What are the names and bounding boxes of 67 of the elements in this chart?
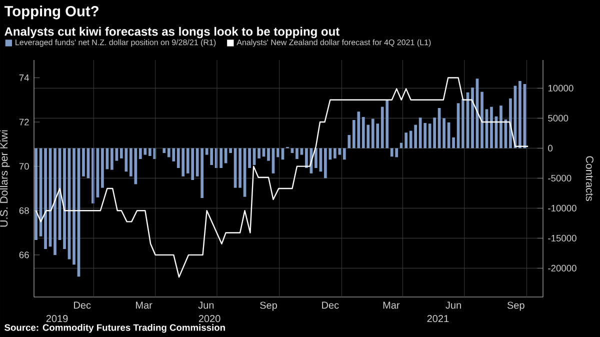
bar [54, 148, 56, 255]
line-series [35, 77, 529, 278]
bar [258, 148, 260, 158]
source-note: Source: Commodity Futures Trading Commission [4, 324, 225, 333]
bar [162, 148, 166, 153]
chart-subtitle: Analysts cut kiwi forecasts as longs look to be topping out [4, 26, 340, 38]
bar [404, 132, 408, 148]
legend-label: Analysts' New Zealand dollar forecast for 4Q 2021 (L1) [236, 39, 431, 47]
x-tick-label: Mar [136, 302, 152, 309]
bar [110, 148, 114, 170]
bar [63, 148, 66, 249]
bar [238, 148, 242, 188]
y2-axis-title: Contracts [586, 156, 594, 201]
bar [518, 81, 522, 148]
x-tick-label: Dec [74, 302, 91, 309]
x-tick-label: Mar [383, 302, 400, 309]
x-tick-label: Sep [507, 302, 524, 311]
x-tick-label: Dec [322, 302, 339, 309]
bar [72, 148, 76, 265]
bar [342, 148, 346, 160]
legend-label: Leveraged funds' net N.Z. dollar position on 9/28/21 (R1) [16, 39, 216, 47]
x-tick-label: Jun [198, 302, 214, 309]
bar [101, 148, 104, 188]
bar [509, 98, 512, 148]
bar [248, 148, 251, 168]
y2-tick-label: 5000 [548, 114, 568, 122]
bar [314, 148, 318, 168]
bar [348, 135, 351, 148]
chart-title: Topping Out? [4, 6, 98, 20]
bar [82, 148, 85, 176]
bar [300, 148, 304, 155]
bar [296, 148, 298, 160]
y-tick-label: 70 [19, 163, 29, 170]
y-tick-label: 66 [19, 252, 29, 258]
bar [471, 88, 474, 148]
bar [290, 148, 294, 153]
y-tick-label: 74 [19, 74, 30, 81]
bar [424, 123, 426, 148]
x2-tick-label: 2021 [427, 315, 449, 322]
bar [305, 148, 308, 168]
y2-tick-label: -15000 [548, 234, 576, 242]
x-tick-label: Jun [446, 302, 461, 309]
y-axis-title: U.S. Dollars per Kiwi [0, 130, 10, 227]
bar [324, 148, 327, 178]
bar [452, 137, 455, 148]
y2-tick-label: 10000 [548, 84, 574, 92]
y2-tick-label: -20000 [548, 264, 576, 272]
bar [433, 118, 436, 148]
y-tick-label: 68 [19, 207, 29, 214]
x2-tick-label: 2020 [198, 315, 220, 322]
bar [220, 148, 222, 168]
y-tick-label: 72 [19, 118, 29, 126]
bar [115, 148, 118, 161]
y2-tick-label: 0 [548, 144, 553, 152]
bar [490, 106, 493, 148]
bar [229, 148, 232, 153]
bar [480, 92, 484, 148]
bar [34, 148, 38, 240]
x2-tick-label: 2019 [46, 315, 68, 322]
bar [267, 148, 270, 161]
bar [442, 118, 446, 148]
bar [120, 148, 123, 158]
bar [500, 106, 502, 148]
y2-tick-label: -10000 [548, 204, 576, 212]
y2-tick-label: -5000 [548, 174, 572, 182]
bar [44, 148, 47, 249]
x-tick-label: Sep [260, 302, 277, 311]
